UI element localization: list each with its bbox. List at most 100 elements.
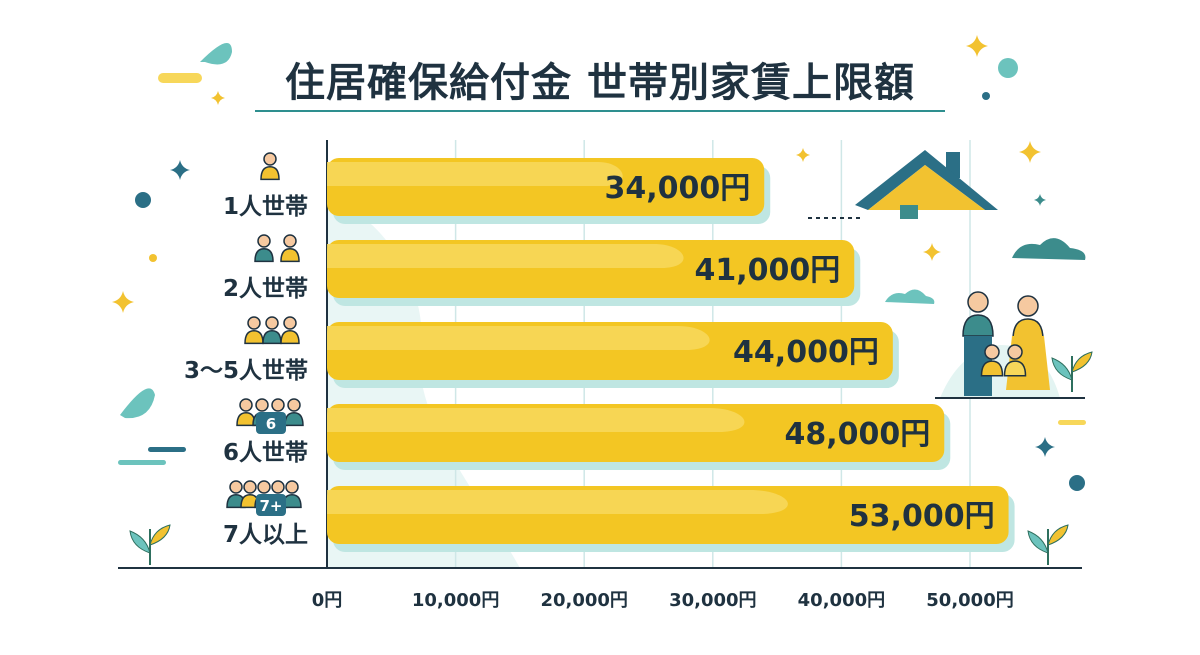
- mother-body: [1012, 318, 1044, 341]
- sparkle-icon: [170, 160, 190, 180]
- category-label: 1人世帯: [223, 193, 308, 220]
- category-icon: 6: [236, 398, 304, 434]
- dot-decoration: [149, 254, 157, 262]
- person-body: [244, 330, 264, 345]
- category-label: 3〜5人世帯: [184, 357, 308, 384]
- badge-box: [256, 494, 286, 516]
- sparkle-icon: [1034, 194, 1046, 206]
- dash-decoration: [148, 447, 186, 452]
- plant-icon: [129, 524, 171, 565]
- pill-decoration: [158, 73, 202, 83]
- cloud-icon: [885, 289, 935, 304]
- plant-leaf: [129, 530, 151, 554]
- badge-text: 6: [266, 415, 276, 433]
- title-underline: [255, 110, 945, 112]
- person-head: [287, 398, 301, 412]
- category-icon: [244, 316, 300, 345]
- father-head: [967, 291, 989, 313]
- person-head: [283, 234, 297, 248]
- plant-leaf: [1051, 357, 1073, 381]
- person-head: [255, 398, 269, 412]
- plant-icon: [1051, 351, 1093, 392]
- badge-box: [256, 412, 286, 434]
- person-head: [263, 152, 277, 166]
- person-body: [262, 330, 282, 345]
- sparkle-icon: [796, 148, 810, 162]
- dot-decoration: [1069, 475, 1085, 491]
- cloud-icon: [1012, 238, 1086, 260]
- bar-value-label: 48,000円: [784, 417, 930, 452]
- bar-value-label: 53,000円: [849, 499, 995, 534]
- leaf-blob-icon: [200, 43, 232, 65]
- child-head: [984, 344, 1000, 360]
- person-head: [285, 480, 299, 494]
- category-icon: 7+: [226, 480, 302, 516]
- bar-group: 53,000円: [327, 486, 1015, 552]
- plant-icon: [1027, 524, 1069, 565]
- sparkle-icon: [211, 91, 225, 105]
- bar-highlight: [327, 490, 788, 514]
- category-label: 7人以上: [223, 522, 308, 548]
- category-label: 2人世帯: [223, 275, 308, 302]
- plant-leaf: [1071, 351, 1093, 373]
- person-head: [271, 398, 285, 412]
- bar-highlight: [327, 326, 710, 350]
- bar-group: 44,000円: [327, 322, 899, 388]
- x-tick-label: 20,000円: [540, 590, 627, 611]
- family-icon: [935, 291, 1085, 399]
- bar-highlight: [327, 162, 623, 186]
- person-head: [243, 480, 257, 494]
- dash-decoration: [1058, 420, 1086, 425]
- person-head: [247, 316, 261, 330]
- sparkle-icon: [1035, 437, 1055, 457]
- bar-group: 41,000円: [327, 240, 861, 306]
- x-tick-label: 50,000円: [926, 590, 1013, 611]
- bar-value-label: 44,000円: [733, 335, 879, 370]
- bar-group: 48,000円: [327, 404, 951, 470]
- category-icon: [254, 234, 300, 263]
- father-body: [962, 314, 994, 337]
- window: [900, 205, 918, 219]
- plant-leaf: [1047, 524, 1069, 546]
- badge-text: 7+: [259, 497, 282, 515]
- person-head: [283, 316, 297, 330]
- leaf-blob-icon: [120, 388, 155, 419]
- dot-decoration: [982, 92, 990, 100]
- child-head: [1007, 344, 1023, 360]
- chart-title: 住居確保給付金 世帯別家賃上限額: [285, 60, 915, 106]
- person-body: [260, 166, 280, 181]
- child-body: [980, 360, 1004, 377]
- dot-decoration: [135, 192, 151, 208]
- bar-highlight: [327, 244, 684, 268]
- x-tick-label: 30,000円: [669, 590, 756, 611]
- person-body: [284, 412, 304, 427]
- mother-head: [1017, 295, 1039, 317]
- sparkle-icon: [1019, 141, 1041, 163]
- bar-value-label: 34,000円: [604, 171, 750, 206]
- bar-highlight: [327, 408, 745, 432]
- person-head: [229, 480, 243, 494]
- plant-leaf: [1027, 530, 1049, 554]
- child-body: [1003, 360, 1027, 377]
- x-tick-label: 40,000円: [798, 590, 885, 611]
- category-label: 6人世帯: [223, 439, 308, 466]
- house-icon: [808, 150, 998, 219]
- x-tick-label: 10,000円: [412, 590, 499, 611]
- sparkle-icon: [923, 243, 941, 261]
- person-head: [265, 316, 279, 330]
- person-body: [236, 412, 256, 427]
- bar-value-label: 41,000円: [694, 253, 840, 288]
- person-body: [280, 330, 300, 345]
- sparkle-icon: [966, 35, 988, 57]
- person-head: [257, 234, 271, 248]
- person-body: [280, 248, 300, 263]
- roof: [855, 150, 998, 210]
- sparkle-icon: [112, 291, 134, 313]
- bar-group: 34,000円: [327, 158, 771, 224]
- person-head: [239, 398, 253, 412]
- dash-decoration: [118, 460, 166, 465]
- x-tick-label: 0円: [312, 590, 343, 611]
- category-icon: [260, 152, 280, 181]
